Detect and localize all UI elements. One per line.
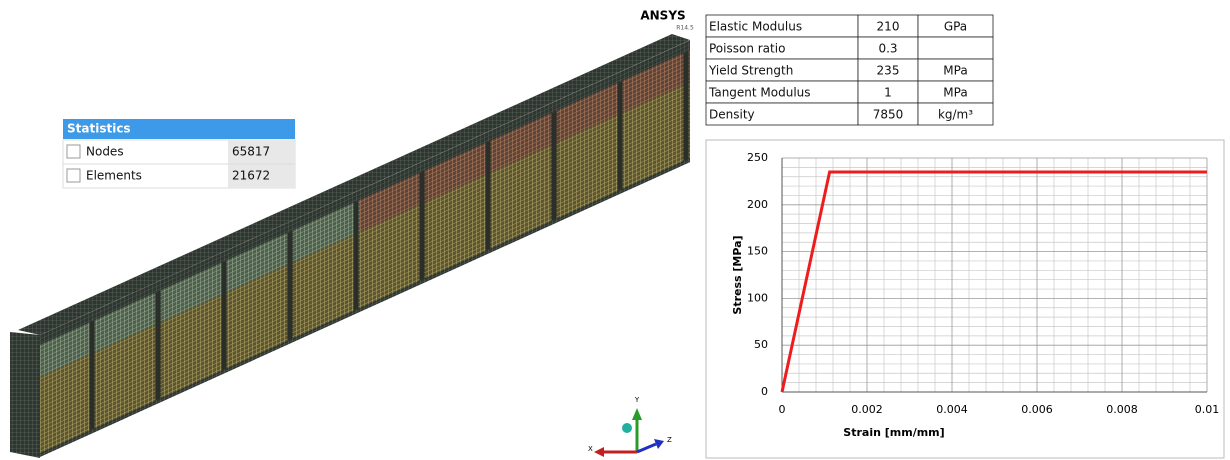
table-text: 210	[877, 20, 900, 34]
axis-triad: X Y Z	[588, 396, 672, 457]
beam-mesh	[10, 34, 690, 458]
table-cell	[918, 37, 993, 59]
x-tick-label: 0.01	[1195, 403, 1220, 416]
table-text: 1	[884, 86, 892, 100]
triad-y: Y	[634, 396, 640, 404]
x-tick-label: 0	[779, 403, 786, 416]
stat-label: Elements	[86, 169, 142, 183]
table-text: kg/m³	[938, 108, 973, 122]
y-tick-label: 0	[761, 385, 768, 398]
page: ANSYS R14.5 X Y Z Statistics Nodes 65817…	[0, 0, 1230, 460]
stat-value: 65817	[232, 145, 270, 159]
screenshot: ANSYS R14.5 X Y Z Statistics Nodes 65817…	[0, 0, 1230, 460]
y-tick-label: 200	[747, 198, 768, 211]
x-axis-label: Strain [mm/mm]	[843, 426, 944, 439]
triad-z: Z	[667, 436, 672, 444]
brand-version: R14.5	[676, 25, 694, 32]
beam-front	[40, 40, 690, 457]
beam-end	[10, 332, 40, 458]
table-text: Yield Strength	[708, 64, 793, 78]
table-text: 235	[877, 64, 900, 78]
table-text: MPa	[943, 86, 967, 100]
y-tick-label: 100	[747, 291, 768, 304]
table-text: 0.3	[878, 42, 897, 56]
y-axis-label: Stress [MPa]	[731, 235, 744, 314]
table-text: Tangent Modulus	[708, 86, 811, 100]
table-text: GPa	[944, 20, 967, 34]
table-text: Poisson ratio	[709, 42, 785, 56]
stat-value: 21672	[232, 169, 270, 183]
statistics-panel: Statistics Nodes 65817 Elements 21672	[63, 119, 295, 188]
triad-x: X	[588, 445, 593, 453]
table-text: Density	[709, 108, 755, 122]
x-tick-label: 0.002	[851, 403, 883, 416]
x-tick-label: 0.004	[936, 403, 968, 416]
x-tick-label: 0.006	[1021, 403, 1053, 416]
brand: ANSYS	[640, 9, 685, 23]
table-text: 7850	[873, 108, 904, 122]
statistics-title: Statistics	[67, 122, 131, 136]
table-text: Elastic Modulus	[709, 20, 802, 34]
material-table: Elastic Modulus 210 GPa Poisson ratio 0.3 Yie…	[706, 15, 993, 125]
y-tick-label: 250	[747, 151, 768, 164]
y-tick-label: 150	[747, 245, 768, 258]
table-text: MPa	[943, 64, 967, 78]
x-tick-label: 0.008	[1106, 403, 1138, 416]
stat-label: Nodes	[86, 145, 124, 159]
y-tick-label: 50	[754, 338, 768, 351]
